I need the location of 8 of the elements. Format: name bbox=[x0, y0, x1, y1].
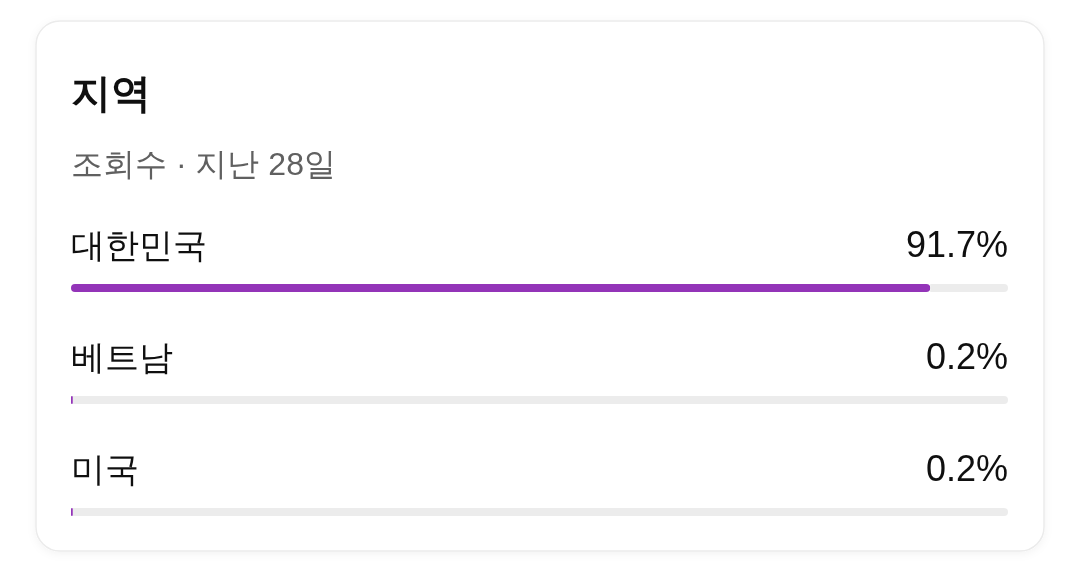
value-label: 0.2% bbox=[925, 448, 1008, 489]
category-label: 베트남 bbox=[71, 338, 173, 376]
value-label: 0.2% bbox=[925, 336, 1008, 377]
subtitle: 조회수 · 지난 28일 bbox=[71, 146, 336, 182]
category-label: 미국 bbox=[71, 450, 139, 488]
value-label: 91.7% bbox=[905, 224, 1008, 265]
category-label: 대한민국 bbox=[71, 226, 207, 264]
title: 지역 bbox=[71, 71, 151, 115]
